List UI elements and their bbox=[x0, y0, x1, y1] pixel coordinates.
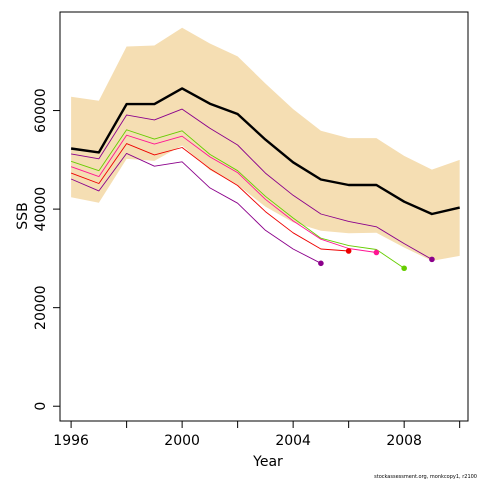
series-end-point-3 bbox=[373, 249, 380, 256]
series-line-retro-3 bbox=[70, 134, 377, 253]
series-line-retro-5 bbox=[70, 152, 322, 264]
series-line-retro-4 bbox=[70, 143, 349, 252]
y-tick-label: 40000 bbox=[33, 187, 49, 232]
x-tick-label: 2004 bbox=[275, 433, 311, 449]
x-tick-label: 1996 bbox=[53, 433, 89, 449]
plot-frame bbox=[59, 11, 469, 422]
y-tick-label: 20000 bbox=[33, 285, 49, 330]
series-end-point-2 bbox=[401, 265, 407, 272]
series-line-retro-2 bbox=[70, 129, 405, 269]
y-tick-label: 0 bbox=[33, 402, 49, 411]
y-tick-label: 60000 bbox=[33, 88, 49, 133]
credit-text: stockassessment.org, monkcopy1, r2100 bbox=[374, 474, 477, 480]
y-axis-title: SSB bbox=[15, 202, 31, 229]
series-end-point-1 bbox=[429, 256, 435, 263]
series-line-main bbox=[70, 87, 460, 216]
axes: 1996 2000 2004 2008 0 20000 40000 60000 bbox=[33, 88, 461, 449]
series-line-retro-1 bbox=[71, 108, 433, 260]
x-tick-label: 2000 bbox=[164, 433, 200, 449]
series-end-point-4 bbox=[345, 248, 352, 254]
confidence-band bbox=[71, 27, 460, 261]
series-end-point-5 bbox=[318, 260, 324, 267]
x-tick-label: 2008 bbox=[386, 433, 422, 449]
x-axis-title: Year bbox=[252, 454, 283, 470]
plot-area bbox=[70, 27, 460, 272]
